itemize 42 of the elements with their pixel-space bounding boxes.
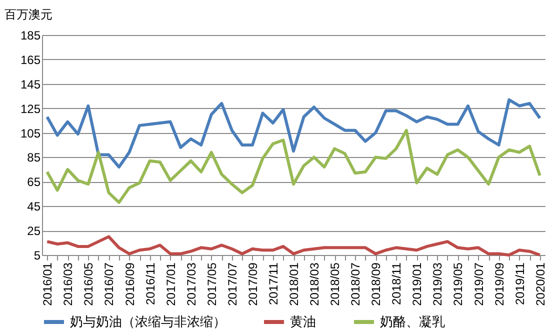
x-tick-label: 2016/07 [102, 262, 116, 306]
line-series [46, 98, 542, 168]
x-tick-label: 2016/09 [122, 262, 137, 306]
x-tick-label: 2018/09 [369, 262, 384, 306]
x-tick-label: 2019/07 [472, 262, 486, 306]
y-tick-label: 85 [27, 150, 41, 165]
x-tick-label: 2017/09 [246, 262, 260, 306]
x-tick-label: 2019/09 [492, 262, 506, 306]
x-tick-label: 2018/05 [328, 262, 342, 306]
x-tick-label: 2017/05 [204, 262, 219, 306]
legend-label: 奶与奶油（浓缩与非浓缩） [70, 314, 226, 329]
y-tick-label: 145 [20, 77, 41, 92]
x-tick-label: 2017/03 [184, 262, 198, 306]
x-tick-label: 2016/11 [143, 262, 158, 305]
x-tick-label: 2016/03 [61, 262, 76, 306]
x-tick-label: 2016/01 [40, 262, 55, 306]
y-axis-title: 百万澳元 [4, 8, 52, 22]
x-tick-label: 2020/01 [533, 262, 548, 306]
legend-label: 奶酪、凝乳 [380, 314, 445, 329]
x-tick-label: 2018/03 [308, 262, 322, 306]
y-tick-label: 125 [20, 102, 41, 116]
y-tick-label: 65 [27, 175, 41, 190]
y-tick-label: 185 [20, 28, 41, 42]
x-tick-label: 2019/05 [451, 262, 466, 306]
x-tick-label: 2018/11 [390, 262, 404, 305]
legend-label: 黄油 [290, 314, 316, 329]
x-tick-label: 2018/01 [287, 262, 301, 306]
x-tick-label: 2019/01 [410, 262, 424, 306]
y-tick-label: 5 [34, 248, 41, 262]
y-tick-label: 45 [27, 200, 41, 214]
x-tick-label: 2016/05 [82, 262, 96, 306]
line-series [46, 235, 542, 256]
y-tick-label: 165 [20, 52, 41, 67]
x-tick-label: 2017/01 [164, 262, 178, 306]
line-series [46, 128, 542, 204]
x-tick-label: 2018/07 [348, 262, 363, 306]
x-tick-label: 2019/11 [512, 262, 527, 305]
y-tick-label: 105 [20, 126, 41, 140]
y-tick-label: 25 [27, 224, 41, 238]
x-tick-label: 2019/03 [430, 262, 445, 306]
x-tick-label: 2017/07 [225, 262, 240, 306]
x-tick-label: 2017/11 [266, 262, 280, 305]
